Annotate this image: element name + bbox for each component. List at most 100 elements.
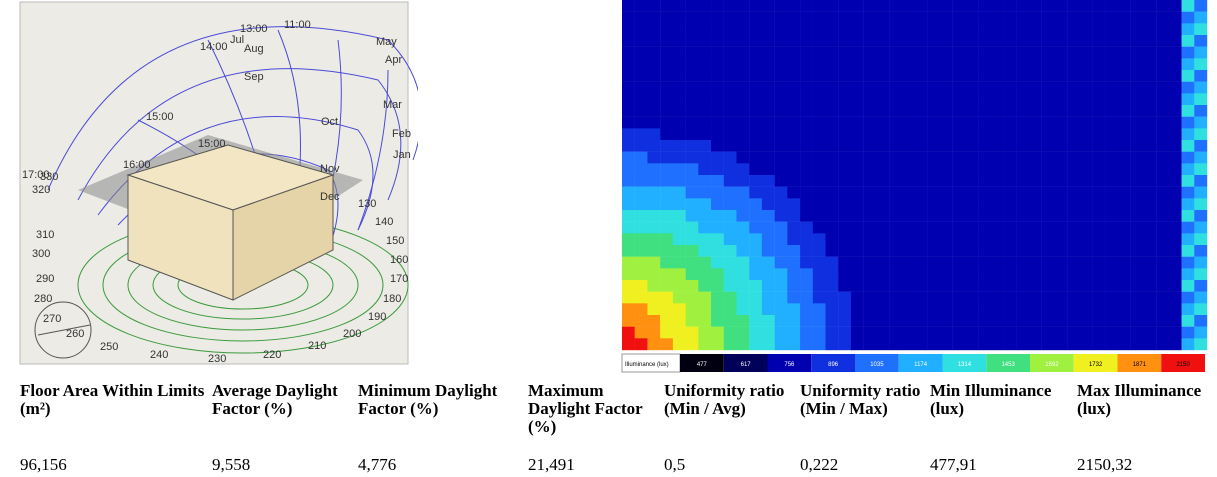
heat-cell (635, 58, 648, 70)
heat-cell (1131, 35, 1144, 47)
heat-cell (711, 187, 724, 199)
heat-cell (889, 23, 902, 35)
heat-cell (825, 58, 838, 70)
heat-cell (698, 47, 711, 59)
heat-cell (622, 280, 635, 292)
heat-cell (647, 315, 660, 327)
heat-cell (902, 245, 915, 257)
azimuth-label: 160 (390, 254, 408, 266)
heat-cell (927, 233, 940, 245)
heat-cell (660, 47, 673, 59)
heat-cell (1004, 58, 1017, 70)
column-header: Floor Area Within Limits (m²) (20, 382, 205, 418)
heat-cell (1182, 82, 1195, 94)
heat-cell (647, 105, 660, 117)
heat-cell (647, 128, 660, 140)
heat-cell (698, 35, 711, 47)
heat-cell (1156, 257, 1169, 269)
heat-cell (800, 152, 813, 164)
heat-cell (711, 292, 724, 304)
heat-cell (762, 315, 775, 327)
heat-cell (991, 47, 1004, 59)
heat-cell (1118, 233, 1131, 245)
heat-cell (762, 0, 775, 12)
heat-cell (635, 0, 648, 12)
heat-cell (1067, 70, 1080, 82)
heat-cell (1080, 233, 1093, 245)
heat-cell (1143, 152, 1156, 164)
heat-cell (1016, 280, 1029, 292)
heat-cell (1042, 140, 1055, 152)
heat-cell (1067, 303, 1080, 315)
heat-cell (1143, 303, 1156, 315)
heat-cell (1169, 187, 1182, 199)
heat-cell (889, 12, 902, 24)
heat-cell (1182, 23, 1195, 35)
heat-cell (902, 315, 915, 327)
heat-cell (978, 47, 991, 59)
heat-cell (813, 268, 826, 280)
heat-cell (1016, 327, 1029, 339)
heat-cell (1054, 245, 1067, 257)
heat-cell (622, 58, 635, 70)
heat-cell (1067, 93, 1080, 105)
heat-cell (1080, 175, 1093, 187)
heat-cell (1105, 187, 1118, 199)
heat-cell (927, 93, 940, 105)
heat-cell (686, 105, 699, 117)
heat-cell (1105, 280, 1118, 292)
heat-cell (1004, 327, 1017, 339)
heat-cell (991, 233, 1004, 245)
heat-cell (673, 117, 686, 129)
heat-cell (673, 292, 686, 304)
azimuth-label: 150 (386, 235, 404, 247)
heat-cell (660, 338, 673, 350)
heat-cell (762, 35, 775, 47)
heat-cell (876, 233, 889, 245)
heat-cell (1131, 338, 1144, 350)
heat-cell (991, 58, 1004, 70)
heat-cell (1131, 280, 1144, 292)
heat-cell (660, 163, 673, 175)
heat-cell (1143, 257, 1156, 269)
heat-cell (915, 187, 928, 199)
heat-cell (978, 0, 991, 12)
hour-label: 13:00 (240, 23, 268, 35)
heat-cell (1118, 0, 1131, 12)
heat-cell (1143, 292, 1156, 304)
month-label: Jan (393, 149, 411, 161)
heat-cell (813, 0, 826, 12)
heat-cell (838, 327, 851, 339)
heat-cell (1118, 175, 1131, 187)
heat-cell (1156, 140, 1169, 152)
heat-cell (991, 12, 1004, 24)
heat-cell (876, 140, 889, 152)
heat-cell (698, 303, 711, 315)
heat-cell (915, 47, 928, 59)
heat-cell (1131, 257, 1144, 269)
heat-cell (1194, 117, 1207, 129)
heat-cell (953, 268, 966, 280)
heat-cell (800, 187, 813, 199)
heat-cell (1080, 292, 1093, 304)
heat-cell (927, 152, 940, 164)
heat-cell (775, 245, 788, 257)
heat-cell (927, 105, 940, 117)
heat-cell (660, 233, 673, 245)
heat-cell (1118, 140, 1131, 152)
heat-cell (1016, 93, 1029, 105)
heat-cell (915, 82, 928, 94)
heat-cell (762, 233, 775, 245)
heat-cell (660, 117, 673, 129)
heat-cell (673, 303, 686, 315)
heat-cell (1105, 303, 1118, 315)
heat-cell (1029, 327, 1042, 339)
heat-cell (1182, 338, 1195, 350)
heat-cell (851, 128, 864, 140)
heat-cell (978, 70, 991, 82)
heat-cell (1169, 117, 1182, 129)
heat-cell (800, 70, 813, 82)
heat-cell (1042, 315, 1055, 327)
heat-cell (1016, 117, 1029, 129)
